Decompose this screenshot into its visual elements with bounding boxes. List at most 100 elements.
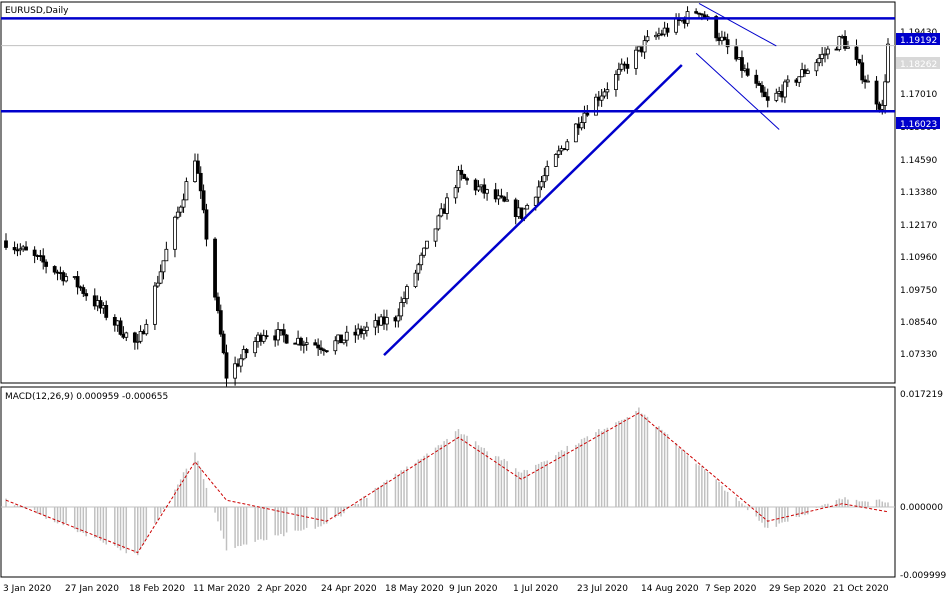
date-tick-label: 18 May 2020 [385, 584, 444, 594]
candle-body [545, 166, 550, 177]
candle-body [362, 330, 366, 335]
candle-body [757, 82, 762, 86]
candle-body [599, 95, 604, 101]
candle-body [837, 36, 842, 50]
candle-body [84, 293, 89, 297]
candle-body [797, 76, 802, 83]
candle-body [213, 238, 217, 298]
candle-body [565, 141, 570, 150]
candle-body [846, 46, 850, 49]
macd-tick-label: 0.000000 [900, 503, 943, 513]
candle-body [616, 68, 621, 75]
candle-body [594, 96, 598, 116]
candle-body [539, 181, 544, 188]
candle-body [634, 49, 638, 69]
candle-body [184, 181, 189, 201]
current-price-label: 1.18262 [900, 60, 937, 70]
candle-body [762, 91, 767, 98]
candle-body [783, 81, 787, 98]
candle-body [221, 333, 226, 354]
candle-body [425, 240, 429, 249]
candle-body [614, 73, 618, 90]
candle-body [241, 349, 246, 360]
date-tick-label: 14 Aug 2020 [641, 584, 699, 594]
date-tick-label: 9 Jun 2020 [449, 584, 498, 594]
candle-body [181, 199, 186, 208]
candle-body [216, 296, 220, 312]
candle-body [276, 329, 280, 341]
candle-body [765, 96, 770, 101]
date-tick-label: 27 Jan 2020 [65, 584, 119, 594]
macd-tick-label: -0.009999 [900, 571, 946, 581]
candle-body [536, 186, 541, 198]
candle-body [144, 323, 149, 335]
date-tick-label: 23 Jul 2020 [577, 584, 628, 594]
candle-body [456, 169, 461, 189]
candle-body [155, 282, 160, 287]
candle-body [465, 178, 469, 181]
candle-body [233, 363, 237, 379]
candle-body [413, 272, 418, 287]
candle-body [499, 195, 504, 198]
macd-histogram [5, 407, 889, 556]
candle-body [319, 347, 323, 351]
candle-body [32, 249, 37, 256]
candle-body [333, 340, 338, 352]
channel-lower-line[interactable] [695, 52, 780, 130]
candle-body [525, 205, 530, 210]
candle-body [342, 339, 346, 344]
candle-body [619, 63, 624, 70]
candle-body [473, 179, 478, 191]
candle-body [244, 349, 249, 354]
candle-body [324, 350, 329, 353]
price-tick-label: 1.17010 [900, 90, 937, 100]
candle-body [823, 53, 827, 56]
candle-body [754, 74, 759, 84]
candle-body [304, 342, 309, 345]
candle-body [344, 331, 349, 341]
candle-body [204, 209, 209, 240]
price-tick-label: 1.13380 [900, 188, 937, 198]
candle-body [195, 160, 200, 174]
candle-body [264, 335, 269, 338]
candle-body [714, 16, 719, 39]
date-tick-label: 1 Jul 2020 [513, 584, 558, 594]
candle-body [825, 48, 830, 55]
candle-body [299, 337, 303, 346]
candle-body [482, 184, 487, 194]
candle-body [533, 196, 538, 206]
candle-body [18, 248, 23, 251]
candle-body [104, 304, 109, 318]
candle-body [866, 80, 870, 83]
candle-body [52, 266, 57, 273]
candle-body [645, 36, 650, 42]
candle-body [880, 105, 885, 110]
candle-body [485, 189, 489, 194]
macd-tick-label: 0.017219 [900, 390, 943, 400]
date-tick-label: 7 Sep 2020 [705, 584, 757, 594]
candle-body [422, 247, 426, 256]
candle-body [153, 285, 157, 325]
candle-body [459, 169, 464, 175]
candle-body [396, 315, 401, 322]
candle-body [164, 248, 169, 262]
date-tick-label: 3 Jan 2020 [3, 584, 51, 594]
date-tick-label: 21 Oct 2020 [833, 584, 889, 594]
candle-body [725, 39, 730, 48]
candle-body [854, 46, 859, 60]
candle-body [722, 36, 727, 41]
uptrend-line[interactable] [383, 64, 683, 357]
channel-upper-line[interactable] [698, 3, 777, 47]
candle-body [883, 81, 888, 106]
price-tick-label: 1.12170 [900, 221, 937, 231]
candle-body [553, 154, 558, 167]
candle-body [399, 302, 404, 317]
candle-body [699, 13, 704, 16]
resistance-price-tag [896, 33, 940, 45]
candle-body [805, 70, 810, 74]
candle-body [284, 334, 289, 344]
candle-body [734, 46, 739, 60]
price-tick-label: 1.10960 [900, 253, 937, 263]
candle-body [573, 123, 578, 143]
